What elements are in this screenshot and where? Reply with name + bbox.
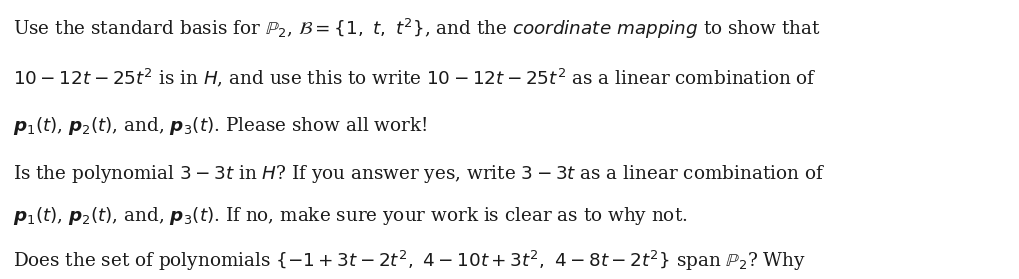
- Text: $\boldsymbol{p}_1(t)$, $\boldsymbol{p}_2(t)$, and, $\boldsymbol{p}_3(t)$. If no,: $\boldsymbol{p}_1(t)$, $\boldsymbol{p}_2…: [13, 205, 687, 227]
- Text: $\boldsymbol{p}_1(t)$, $\boldsymbol{p}_2(t)$, and, $\boldsymbol{p}_3(t)$. Please: $\boldsymbol{p}_1(t)$, $\boldsymbol{p}_2…: [13, 115, 427, 137]
- Text: Does the set of polynomials $\{-1 + 3t - 2t^2,\ 4 - 10t + 3t^2,\ 4 - 8t - 2t^2\}: Does the set of polynomials $\{-1 + 3t -…: [13, 249, 805, 273]
- Text: $10 - 12t - 25t^2$ is in $H$, and use this to write $10 - 12t - 25t^2$ as a line: $10 - 12t - 25t^2$ is in $H$, and use th…: [13, 67, 816, 89]
- Text: Is the polynomial $3 - 3t$ in $H$? If you answer yes, write $3 - 3t$ as a linear: Is the polynomial $3 - 3t$ in $H$? If yo…: [13, 163, 824, 184]
- Text: Use the standard basis for $\mathbb{P}_2$, $\mathcal{B} = \{1,\ t,\ t^2\}$, and : Use the standard basis for $\mathbb{P}_2…: [13, 17, 820, 41]
